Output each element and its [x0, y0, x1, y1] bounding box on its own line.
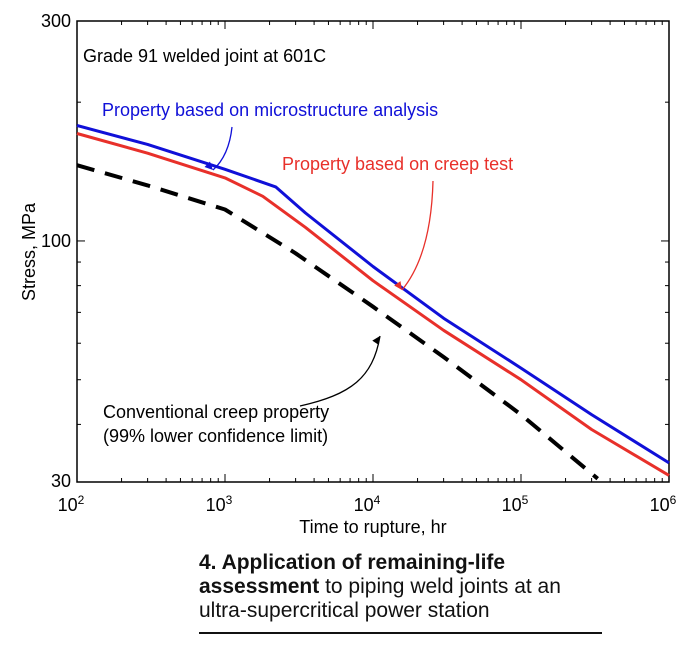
annotation-layer: Property based on microstructure analysi…	[102, 100, 513, 446]
annotation-leader-2	[401, 180, 434, 291]
x-tick-label: 105	[502, 493, 529, 515]
chart-title: Grade 91 welded joint at 601C	[83, 46, 326, 66]
annotation-label-3: Conventional creep property	[103, 402, 329, 422]
x-tick-label: 103	[206, 493, 233, 515]
y-axis-label: Stress, MPa	[19, 202, 39, 301]
series-layer	[76, 124, 670, 481]
annotation-label-2: Property based on creep test	[282, 154, 513, 174]
series-line-3	[76, 163, 599, 481]
y-tick-label: 300	[41, 11, 71, 31]
creep-rupture-chart: Property based on microstructure analysi…	[19, 11, 677, 537]
x-tick-label: 106	[650, 493, 677, 515]
x-axis-label: Time to rupture, hr	[299, 517, 446, 537]
caption-underline	[199, 632, 602, 634]
y-tick-label: 30	[51, 471, 71, 491]
annotation-arrowhead-1	[204, 161, 213, 170]
axis-labels: 102 103 104 105 106 30 100 300 Time to rupture, …	[19, 11, 677, 537]
annotation-arrowhead-2	[394, 281, 402, 290]
annotation-leader-3	[299, 335, 381, 407]
series-line-1	[76, 124, 670, 465]
figure-caption: 4. Application of remaining-life assessm…	[199, 551, 609, 623]
series-line-2	[76, 132, 670, 477]
annotation-leader-1	[212, 126, 233, 171]
x-tick-label: 104	[354, 493, 381, 515]
annotation-label-3: (99% lower confidence limit)	[103, 426, 328, 446]
annotation-label-1: Property based on microstructure analysi…	[102, 100, 438, 120]
x-tick-label: 102	[58, 493, 85, 515]
caption-bold: 4. Application of remaining-life assessm…	[199, 551, 506, 598]
axis-ticks	[76, 20, 669, 483]
annotation-arrowhead-3	[372, 336, 380, 345]
caption-rest: to piping weld joints at an ultra-superc…	[199, 575, 561, 622]
y-tick-label: 100	[41, 231, 71, 251]
